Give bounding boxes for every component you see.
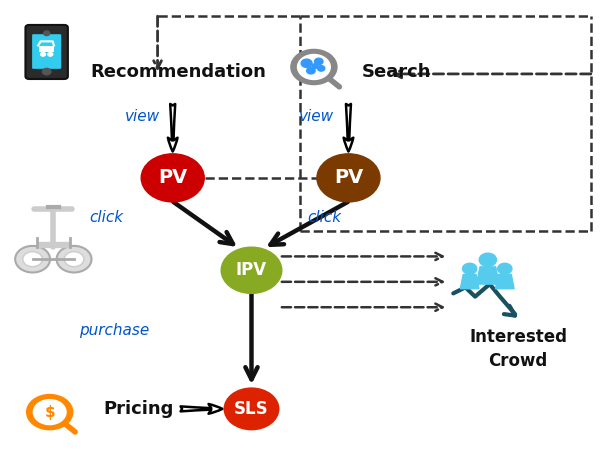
Circle shape: [23, 252, 42, 267]
Text: click: click: [307, 210, 341, 225]
Circle shape: [56, 246, 92, 273]
Text: Search: Search: [362, 63, 431, 80]
Circle shape: [15, 246, 50, 273]
Circle shape: [298, 55, 330, 79]
Text: Pricing: Pricing: [103, 400, 173, 418]
Text: Recommendation: Recommendation: [91, 63, 267, 80]
Text: purchase: purchase: [79, 323, 149, 338]
Polygon shape: [461, 274, 479, 289]
Circle shape: [44, 31, 50, 36]
Circle shape: [48, 52, 53, 56]
Circle shape: [307, 67, 315, 74]
Circle shape: [33, 400, 66, 425]
Circle shape: [318, 66, 325, 71]
Polygon shape: [476, 267, 499, 284]
Circle shape: [221, 247, 282, 293]
Text: PV: PV: [334, 168, 363, 188]
Bar: [37, 242, 70, 247]
Text: view: view: [299, 109, 334, 124]
Text: $: $: [44, 405, 55, 419]
Text: click: click: [89, 210, 123, 225]
Circle shape: [462, 263, 477, 274]
Circle shape: [312, 64, 318, 68]
Text: IPV: IPV: [236, 261, 267, 279]
Circle shape: [27, 395, 73, 430]
FancyBboxPatch shape: [39, 46, 54, 53]
Circle shape: [42, 68, 51, 75]
Circle shape: [479, 253, 496, 267]
FancyBboxPatch shape: [32, 34, 61, 69]
Text: SLS: SLS: [234, 400, 269, 418]
Circle shape: [291, 49, 337, 85]
Circle shape: [41, 52, 45, 56]
Circle shape: [301, 59, 312, 67]
FancyBboxPatch shape: [25, 25, 68, 79]
Circle shape: [141, 154, 204, 202]
Polygon shape: [496, 274, 514, 289]
Circle shape: [64, 252, 84, 267]
Text: view: view: [125, 109, 160, 124]
Circle shape: [315, 58, 323, 65]
Circle shape: [317, 154, 380, 202]
Text: Interested
Crowd: Interested Crowd: [469, 328, 567, 370]
Text: PV: PV: [158, 168, 187, 188]
Circle shape: [498, 263, 512, 274]
Circle shape: [224, 388, 279, 430]
